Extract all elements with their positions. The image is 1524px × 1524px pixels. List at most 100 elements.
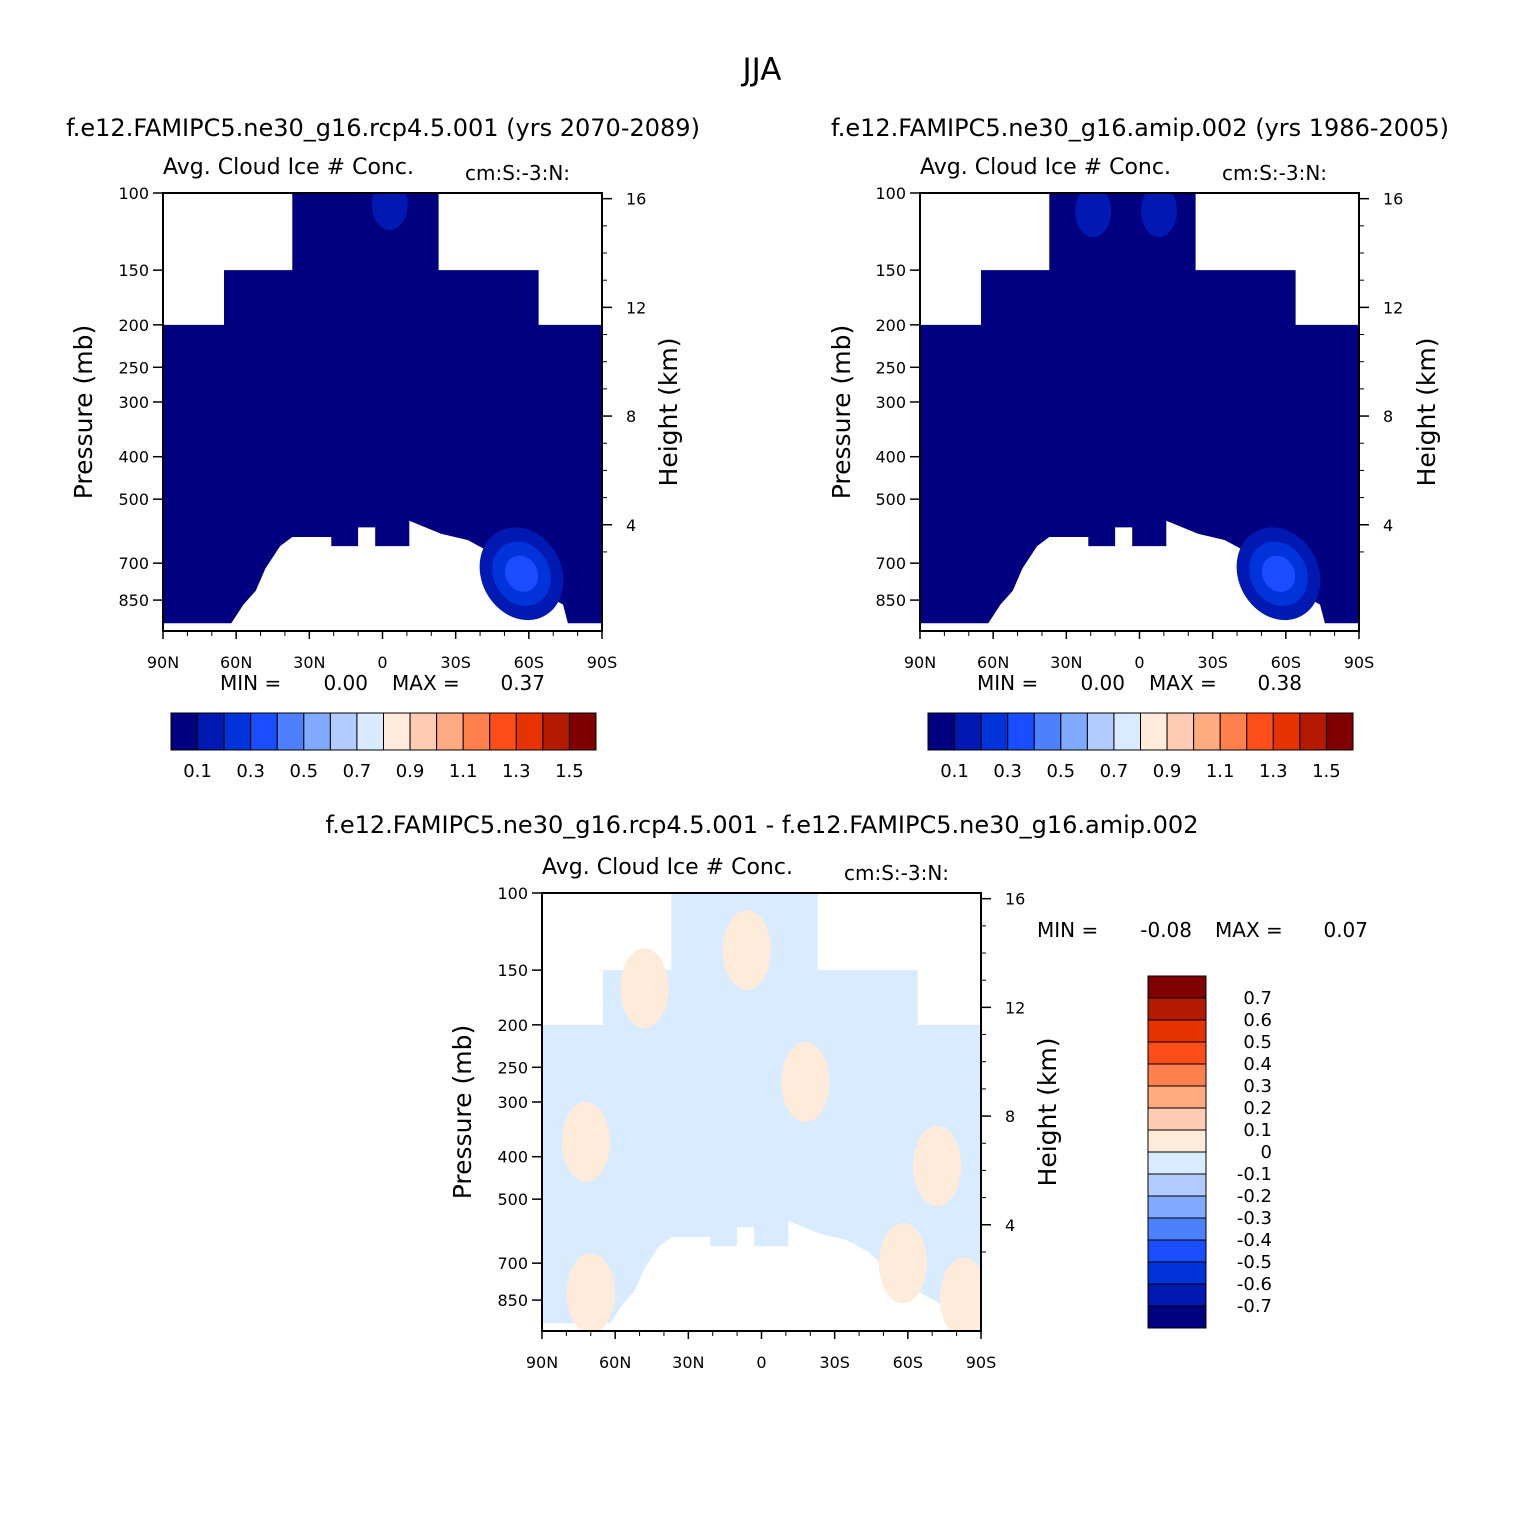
colorbar-swatch xyxy=(1166,712,1195,751)
colorbar-label: -0.5 xyxy=(1237,1252,1272,1273)
colorbar-swatch xyxy=(1325,712,1354,751)
colorbar-label: -0.6 xyxy=(1237,1274,1272,1295)
y2-tick-label: 4 xyxy=(1383,516,1393,535)
x-tick-label: 30N xyxy=(293,653,325,672)
min-label: MIN = xyxy=(977,671,1038,695)
colorbar-label: -0.1 xyxy=(1237,1164,1272,1185)
y2-tick-label: 16 xyxy=(1383,190,1403,209)
colorbar-label: 0.2 xyxy=(1243,1098,1272,1119)
x-tick-label: 90N xyxy=(904,653,936,672)
x-tick-label: 60N xyxy=(977,653,1009,672)
y-tick-label: 400 xyxy=(118,448,149,467)
y-tick-label: 500 xyxy=(118,490,149,509)
y-tick-label: 150 xyxy=(875,261,906,280)
x-tick-label: 90S xyxy=(1344,653,1375,672)
y-tick-label: 300 xyxy=(875,393,906,412)
positive-anomaly xyxy=(620,948,669,1029)
positive-anomaly xyxy=(939,1257,981,1331)
x-tick-label: 90N xyxy=(526,1353,558,1372)
y-tick-label: 150 xyxy=(497,961,528,980)
plot-title: Avg. Cloud Ice # Conc. xyxy=(920,155,1171,180)
colorbar-label: -0.4 xyxy=(1237,1230,1272,1251)
y2-axis-label: Height (km) xyxy=(654,338,683,487)
colorbar-label: 1.5 xyxy=(1312,761,1341,782)
colorbar-swatch xyxy=(1147,1261,1207,1285)
colorbar-swatch xyxy=(356,712,384,751)
colorbar-label: 1.3 xyxy=(502,761,531,782)
y-tick-label: 500 xyxy=(497,1190,528,1209)
colorbar-swatch xyxy=(197,712,225,751)
y-tick-label: 150 xyxy=(118,261,149,280)
colorbar-label: 0.4 xyxy=(1243,1054,1272,1075)
case-title: f.e12.FAMIPC5.ne30_g16.rcp4.5.001 (yrs 2… xyxy=(66,114,700,142)
x-tick-label: 60N xyxy=(220,653,252,672)
positive-anomaly xyxy=(781,1041,830,1122)
panel-bottom-difference: f.e12.FAMIPC5.ne30_g16.rcp4.5.001 - f.e1… xyxy=(326,811,1368,1372)
y-tick-label: 250 xyxy=(118,358,149,377)
plot-title: Avg. Cloud Ice # Conc. xyxy=(542,855,793,880)
colorbar-swatch xyxy=(1060,712,1088,751)
colorbar-swatch xyxy=(1147,1283,1207,1307)
colorbar-swatch xyxy=(1147,1305,1207,1329)
x-tick-label: 0 xyxy=(1134,653,1144,672)
y2-tick-label: 8 xyxy=(1383,407,1393,426)
y2-tick-label: 12 xyxy=(626,298,646,317)
contour-maximum xyxy=(1261,555,1296,592)
colorbar-swatch xyxy=(1147,1085,1207,1109)
contour-field xyxy=(542,893,981,1331)
y2-axis-label: Height (km) xyxy=(1033,1038,1062,1187)
colorbar-label: 0.3 xyxy=(236,761,265,782)
colorbar-swatch xyxy=(383,712,411,751)
colorbar-swatch xyxy=(1272,712,1301,751)
positive-anomaly xyxy=(878,1223,927,1304)
colorbar-label: 0.3 xyxy=(1243,1076,1272,1097)
colorbar-label: 1.1 xyxy=(1206,761,1235,782)
panel-top-left: f.e12.FAMIPC5.ne30_g16.rcp4.5.001 (yrs 2… xyxy=(66,114,700,782)
x-tick-label: 60S xyxy=(514,653,545,672)
min-label: MIN = xyxy=(1037,918,1098,942)
y-tick-label: 250 xyxy=(875,358,906,377)
max-value: 0.38 xyxy=(1257,671,1302,695)
colorbar-swatch xyxy=(542,712,570,751)
colorbar-swatch xyxy=(409,712,438,751)
max-label: MAX = xyxy=(392,671,460,695)
colorbar-swatch xyxy=(1147,1063,1207,1087)
colorbar-swatch xyxy=(1086,712,1115,751)
colorbar-label: 0.6 xyxy=(1243,1010,1272,1031)
y-axis-label: Pressure (mb) xyxy=(448,1025,477,1199)
colorbar-label: 0.3 xyxy=(993,761,1022,782)
colorbar-swatch xyxy=(1033,712,1062,751)
contour-maximum xyxy=(1141,193,1178,238)
colorbar-label: 0.5 xyxy=(1243,1032,1272,1053)
y-tick-label: 500 xyxy=(875,490,906,509)
max-value: 0.07 xyxy=(1323,918,1368,942)
x-tick-label: 30N xyxy=(672,1353,704,1372)
colorbar-swatch xyxy=(568,712,597,751)
y-tick-label: 200 xyxy=(497,1016,528,1035)
contour-background xyxy=(163,193,602,624)
y-tick-label: 850 xyxy=(875,591,906,610)
colorbar-swatch xyxy=(1147,1217,1207,1241)
colorbar-swatch xyxy=(1147,1019,1207,1043)
colorbar-swatch xyxy=(1193,712,1221,751)
colorbar-label: 0 xyxy=(1261,1142,1272,1163)
x-tick-label: 30S xyxy=(1197,653,1228,672)
colorbar-label: 1.5 xyxy=(555,761,584,782)
case-title: f.e12.FAMIPC5.ne30_g16.amip.002 (yrs 198… xyxy=(831,114,1449,142)
colorbar-label: 0.1 xyxy=(183,761,212,782)
y2-tick-label: 16 xyxy=(626,190,646,209)
colorbar: 0.1 0.3 0.5 0.7 0.9 1.1 1.3 1.5 xyxy=(927,712,1354,782)
y2-tick-label: 4 xyxy=(626,516,636,535)
colorbar-label: 0.9 xyxy=(1153,761,1182,782)
y2-tick-label: 8 xyxy=(1005,1107,1015,1126)
y2-axis-label: Height (km) xyxy=(1412,338,1441,487)
panel-top-right: f.e12.FAMIPC5.ne30_g16.amip.002 (yrs 198… xyxy=(827,114,1449,782)
y-tick-label: 400 xyxy=(497,1148,528,1167)
y-tick-label: 250 xyxy=(497,1058,528,1077)
min-label: MIN = xyxy=(220,671,281,695)
min-value: 0.00 xyxy=(1080,671,1125,695)
contour-field xyxy=(163,193,602,624)
colorbar-swatch xyxy=(1007,712,1035,751)
colorbar-label: 0.1 xyxy=(940,761,969,782)
